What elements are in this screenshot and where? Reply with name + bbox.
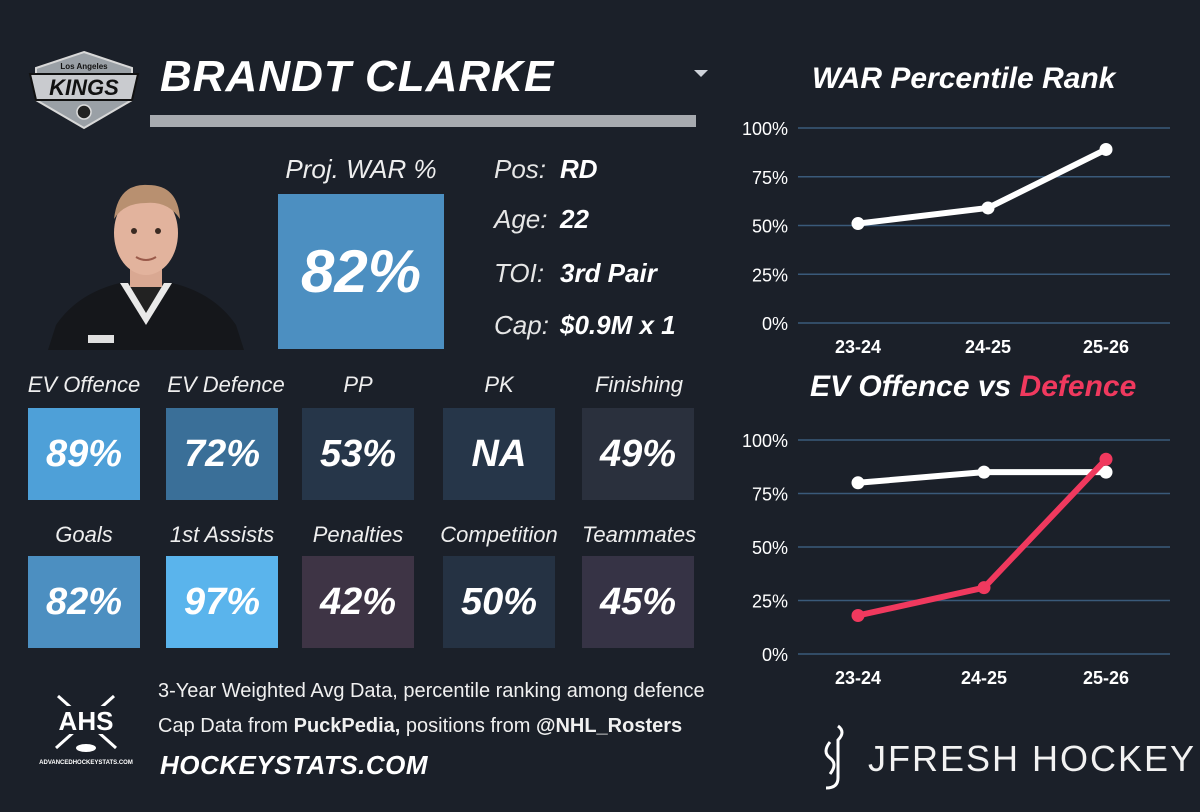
war-chart-data-point [981, 201, 995, 215]
tile-pk-label: PK [484, 372, 514, 397]
ev-chart-data-point [1099, 452, 1113, 466]
proj-war-value: 82% [300, 238, 422, 305]
tile-goals: 82% [28, 556, 140, 648]
tile-competition-label: Competition [440, 522, 558, 547]
info-cap-label: Cap: [494, 310, 549, 340]
nhl-rosters-link[interactable]: @NHL_Rosters [535, 715, 683, 737]
war-chart-ytick-label: 75% [752, 168, 788, 188]
tile-ev-offence-label: EV Offence [27, 372, 141, 397]
war-chart-series-line [855, 146, 1109, 227]
team-logo: Los Angeles KINGS [28, 50, 140, 130]
tile-teammates-label: Teammates [581, 522, 697, 547]
ev-offence-defence-chart: 0% 25% 50% 75% 100% 23-24 24-25 25-26 [742, 431, 1170, 688]
jfresh-logo-icon [812, 722, 856, 792]
war-percentile-chart: 0% 25% 50% 75% 100% 23-24 24-25 25-26 [742, 119, 1170, 357]
tile-ev-offence: 89% [28, 408, 140, 500]
ev-chart-ytick-label: 0% [762, 645, 788, 665]
tile-finishing: 49% [582, 408, 694, 500]
logo-text: KINGS [49, 75, 119, 100]
tile-competition: 50% [443, 556, 555, 648]
ahs-logo: AHS ADVANCEDHOCKEYSTATS.COM [30, 690, 142, 770]
ev-chart-ytick-label: 75% [752, 485, 788, 505]
hockeystats-link[interactable]: HOCKEYSTATS.COM [160, 750, 428, 780]
puckpedia-link[interactable]: PuckPedia, [293, 715, 401, 737]
tile-goals-value: 82% [45, 580, 123, 623]
info-pos-value: RD [560, 154, 598, 184]
tile-pk-value: NA [471, 432, 527, 475]
tile-pp-value: 53% [319, 432, 397, 475]
tile-1st-assists-value: 97% [183, 580, 261, 623]
ev-chart-data-point [851, 608, 865, 622]
tile-1st-assists: 97% [166, 556, 278, 648]
ev-chart-ytick-label: 100% [742, 431, 788, 451]
ev-chart-title: EV Offence vs Defence [810, 370, 1136, 404]
war-chart-data-point [1099, 142, 1113, 156]
tile-penalties-value: 42% [319, 580, 397, 623]
war-chart-xtick-label: 24-25 [965, 337, 1011, 357]
ev-chart-data-point [1099, 465, 1113, 479]
tile-penalties: 42% [302, 556, 414, 648]
tile-competition-value: 50% [460, 580, 538, 623]
tile-pp-label: PP [343, 372, 373, 397]
war-chart-ytick-label: 0% [762, 314, 788, 334]
tile-teammates-value: 45% [599, 580, 677, 623]
war-chart-data-point [851, 217, 865, 231]
tile-teammates: 45% [582, 556, 694, 648]
tile-ev-defence-label: EV Defence [167, 372, 285, 397]
war-chart-xtick-label: 23-24 [835, 337, 881, 357]
logo-text-top: Los Angeles [60, 62, 108, 71]
tile-finishing-label: Finishing [594, 372, 684, 397]
ev-chart-data-point [977, 465, 991, 479]
tile-finishing-value: 49% [599, 432, 677, 475]
info-toi-label: TOI: [494, 258, 545, 288]
footer-line-2c: positions from [400, 715, 536, 737]
footer-line-1: 3-Year Weighted Avg Data, percentile ran… [158, 680, 705, 702]
ev-chart-title-b: Defence [1019, 370, 1137, 403]
info-pos-label: Pos: [494, 154, 547, 184]
war-chart-ytick-label: 25% [752, 265, 788, 285]
war-chart-ytick-label: 100% [742, 119, 788, 139]
ev-chart-title-a: EV Offence vs [810, 370, 1020, 403]
name-underline [150, 115, 696, 127]
tile-goals-label: Goals [55, 522, 113, 547]
ev-chart-xtick-label: 23-24 [835, 668, 881, 688]
war-chart-ytick-label: 50% [752, 217, 788, 237]
tile-ev-defence: 72% [166, 408, 278, 500]
proj-war-label: Proj. WAR % [285, 154, 437, 184]
ev-chart-ytick-label: 50% [752, 538, 788, 558]
info-age-label: Age: [494, 204, 548, 234]
ev-chart-data-point [851, 476, 865, 490]
tile-pk: NA [443, 408, 555, 500]
jfresh-brand: JFRESH HOCKEY [868, 738, 1197, 779]
war-chart-title: WAR Percentile Rank [812, 62, 1116, 95]
player-name: BRANDT CLARKE [160, 52, 555, 101]
footer-line-2: Cap Data from PuckPedia, positions from … [158, 715, 682, 738]
ahs-logo-text: AHS [59, 706, 114, 736]
info-cap-value: $0.9M x 1 [560, 310, 676, 340]
war-chart-xtick-label: 25-26 [1083, 337, 1129, 357]
proj-war-box: 82% [278, 194, 444, 349]
tile-ev-defence-value: 72% [183, 432, 261, 475]
chevron-down-icon[interactable] [694, 70, 708, 77]
ev-chart-xtick-label: 24-25 [961, 668, 1007, 688]
tile-pp: 53% [302, 408, 414, 500]
tile-ev-offence-value: 89% [45, 432, 123, 475]
player-headshot [48, 175, 244, 350]
ev-chart-ytick-label: 25% [752, 592, 788, 612]
info-age-value: 22 [560, 204, 589, 234]
tile-penalties-label: Penalties [312, 522, 404, 547]
ev-chart-xtick-label: 25-26 [1083, 668, 1129, 688]
info-toi-value: 3rd Pair [560, 258, 657, 288]
tile-1st-assists-label: 1st Assists [169, 522, 275, 547]
ev-chart-data-point [977, 581, 991, 595]
ahs-url-text: ADVANCEDHOCKEYSTATS.COM [39, 760, 133, 766]
footer-line-2a: Cap Data from [158, 715, 294, 737]
